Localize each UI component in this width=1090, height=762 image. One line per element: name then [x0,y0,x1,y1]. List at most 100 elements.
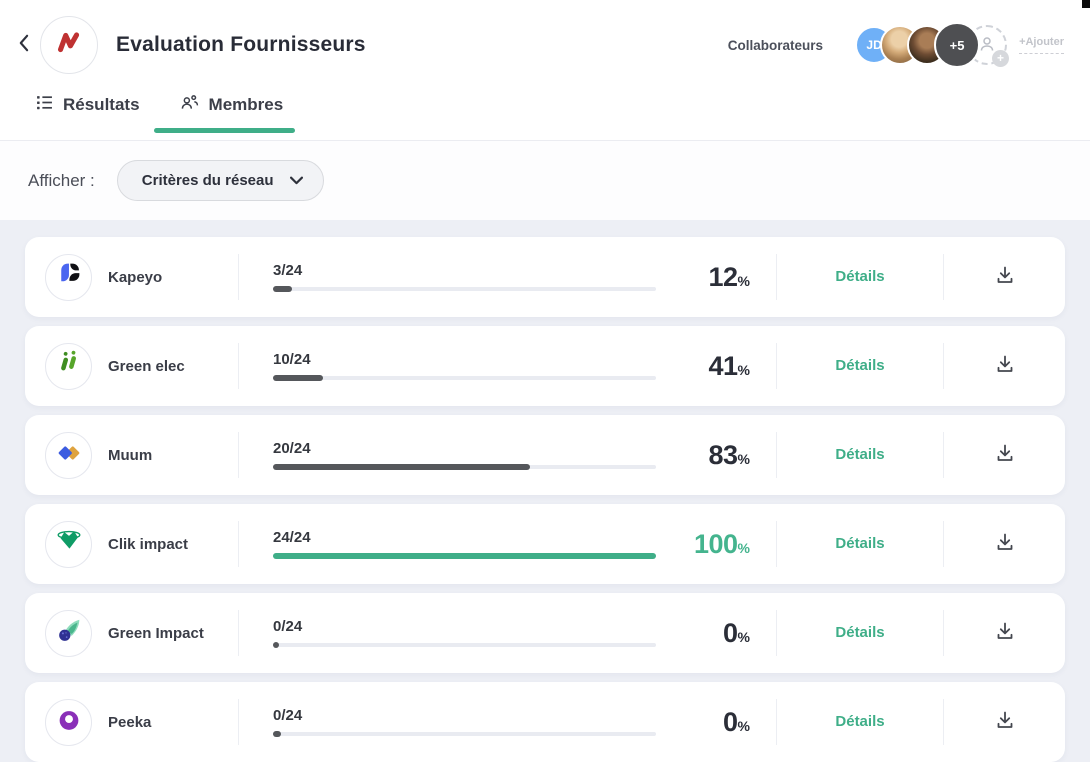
tab-label: Membres [208,95,284,114]
percent-symbol: % [737,539,750,556]
divider [776,699,777,745]
member-score: 10/24 [273,351,311,368]
member-name: Green elec [108,357,185,375]
member-percent-value: 0 [723,706,738,737]
progress-section: 24/24 [273,529,656,559]
screen-artifact [1082,0,1090,8]
progress-track [273,732,656,736]
details-link[interactable]: Détails [835,357,885,374]
download-icon [994,353,1016,380]
divider [943,343,944,389]
member-score: 20/24 [273,440,311,457]
selected-option: Critères du réseau [141,172,274,189]
header-top: Evaluation Fournisseurs Collaborateurs J… [0,0,1090,90]
download-icon [994,709,1016,736]
divider [943,432,944,478]
back-button[interactable] [10,32,36,58]
peeka-logo-icon [54,705,84,740]
member-percent: 12% [670,261,751,293]
member-row: Green elec 10/24 41% Détails [25,326,1065,406]
progress-bar [273,642,656,648]
download-button[interactable] [988,527,1022,561]
divider [238,521,239,567]
clik-impact-logo-icon [54,527,84,562]
percent-symbol: % [737,361,750,378]
muum-logo-icon [54,438,84,473]
add-collaborator-button[interactable]: +Ajouter [1019,36,1064,54]
details-link[interactable]: Détails [835,535,885,552]
member-percent-value: 100 [693,528,738,559]
member-percent-value: 41 [708,350,739,381]
divider [238,699,239,745]
member-row: Kapeyo 3/24 12% Détails [25,237,1065,317]
progress-section: 3/24 [273,262,656,292]
member-name: Clik impact [108,535,189,553]
users-icon [180,94,199,116]
avatar-stack: JD +5 + [855,22,1010,68]
progress-bar [273,464,656,470]
download-icon [994,264,1016,291]
divider [776,254,777,300]
divider [238,343,239,389]
progress-section: 0/24 [273,618,656,648]
tabs: Résultats Membres [0,90,1090,133]
percent-symbol: % [737,628,750,645]
progress-fill [273,464,530,470]
progress-fill [273,553,656,559]
divider [776,343,777,389]
person-icon [977,34,997,57]
tab-membres[interactable]: Membres [153,94,295,133]
percent-symbol: % [737,717,750,734]
divider [238,432,239,478]
download-button[interactable] [988,438,1022,472]
download-button[interactable] [988,705,1022,739]
progress-section: 10/24 [273,351,656,381]
member-name: Green Impact [108,624,204,642]
download-button[interactable] [988,616,1022,650]
progress-track [273,643,656,647]
progress-bar [273,286,656,292]
member-percent: 41% [670,350,751,382]
red-n-logo-icon [52,26,86,65]
member-name: Muum [108,446,153,464]
progress-fill [273,375,323,381]
details-link[interactable]: Détails [835,446,885,463]
green-impact-logo-icon [54,616,84,651]
progress-bar [273,553,656,559]
details-link[interactable]: Détails [835,713,885,730]
tab-resultats[interactable]: Résultats [36,94,140,116]
divider [943,699,944,745]
chevron-down-icon [289,172,303,190]
criteria-select[interactable]: Critères du réseau [116,160,324,201]
download-icon [994,531,1016,558]
kapeyo-logo-icon [54,260,83,294]
percent-symbol: % [737,450,750,467]
member-name: Kapeyo [108,268,163,286]
progress-section: 0/24 [273,707,656,737]
divider [943,610,944,656]
details-link[interactable]: Détails [835,268,885,285]
divider [776,521,777,567]
member-percent-value: 12 [708,261,739,292]
member-score: 3/24 [273,262,303,279]
progress-section: 20/24 [273,440,656,470]
member-row: Peeka 0/24 0% Détails [25,682,1065,762]
download-button[interactable] [988,349,1022,383]
divider [943,521,944,567]
member-row: Muum 20/24 83% Détails [25,415,1065,495]
member-percent: 0% [670,618,750,649]
percent-symbol: % [737,272,750,289]
avatar-overflow-count[interactable]: +5 [934,22,981,68]
green-elec-logo-icon [54,349,83,383]
member-row: Clik impact 24/24 100% Détails [25,504,1065,584]
download-button[interactable] [988,260,1022,294]
member-percent: 100% [670,529,750,560]
collaborators-label: Collaborateurs [727,37,824,53]
progress-fill [273,286,293,292]
plus-badge-icon: + [992,50,1010,67]
details-link[interactable]: Détails [835,624,885,641]
member-percent-value: 0 [723,617,738,648]
list-icon [36,94,53,116]
divider [776,432,777,478]
member-score: 24/24 [273,529,311,546]
